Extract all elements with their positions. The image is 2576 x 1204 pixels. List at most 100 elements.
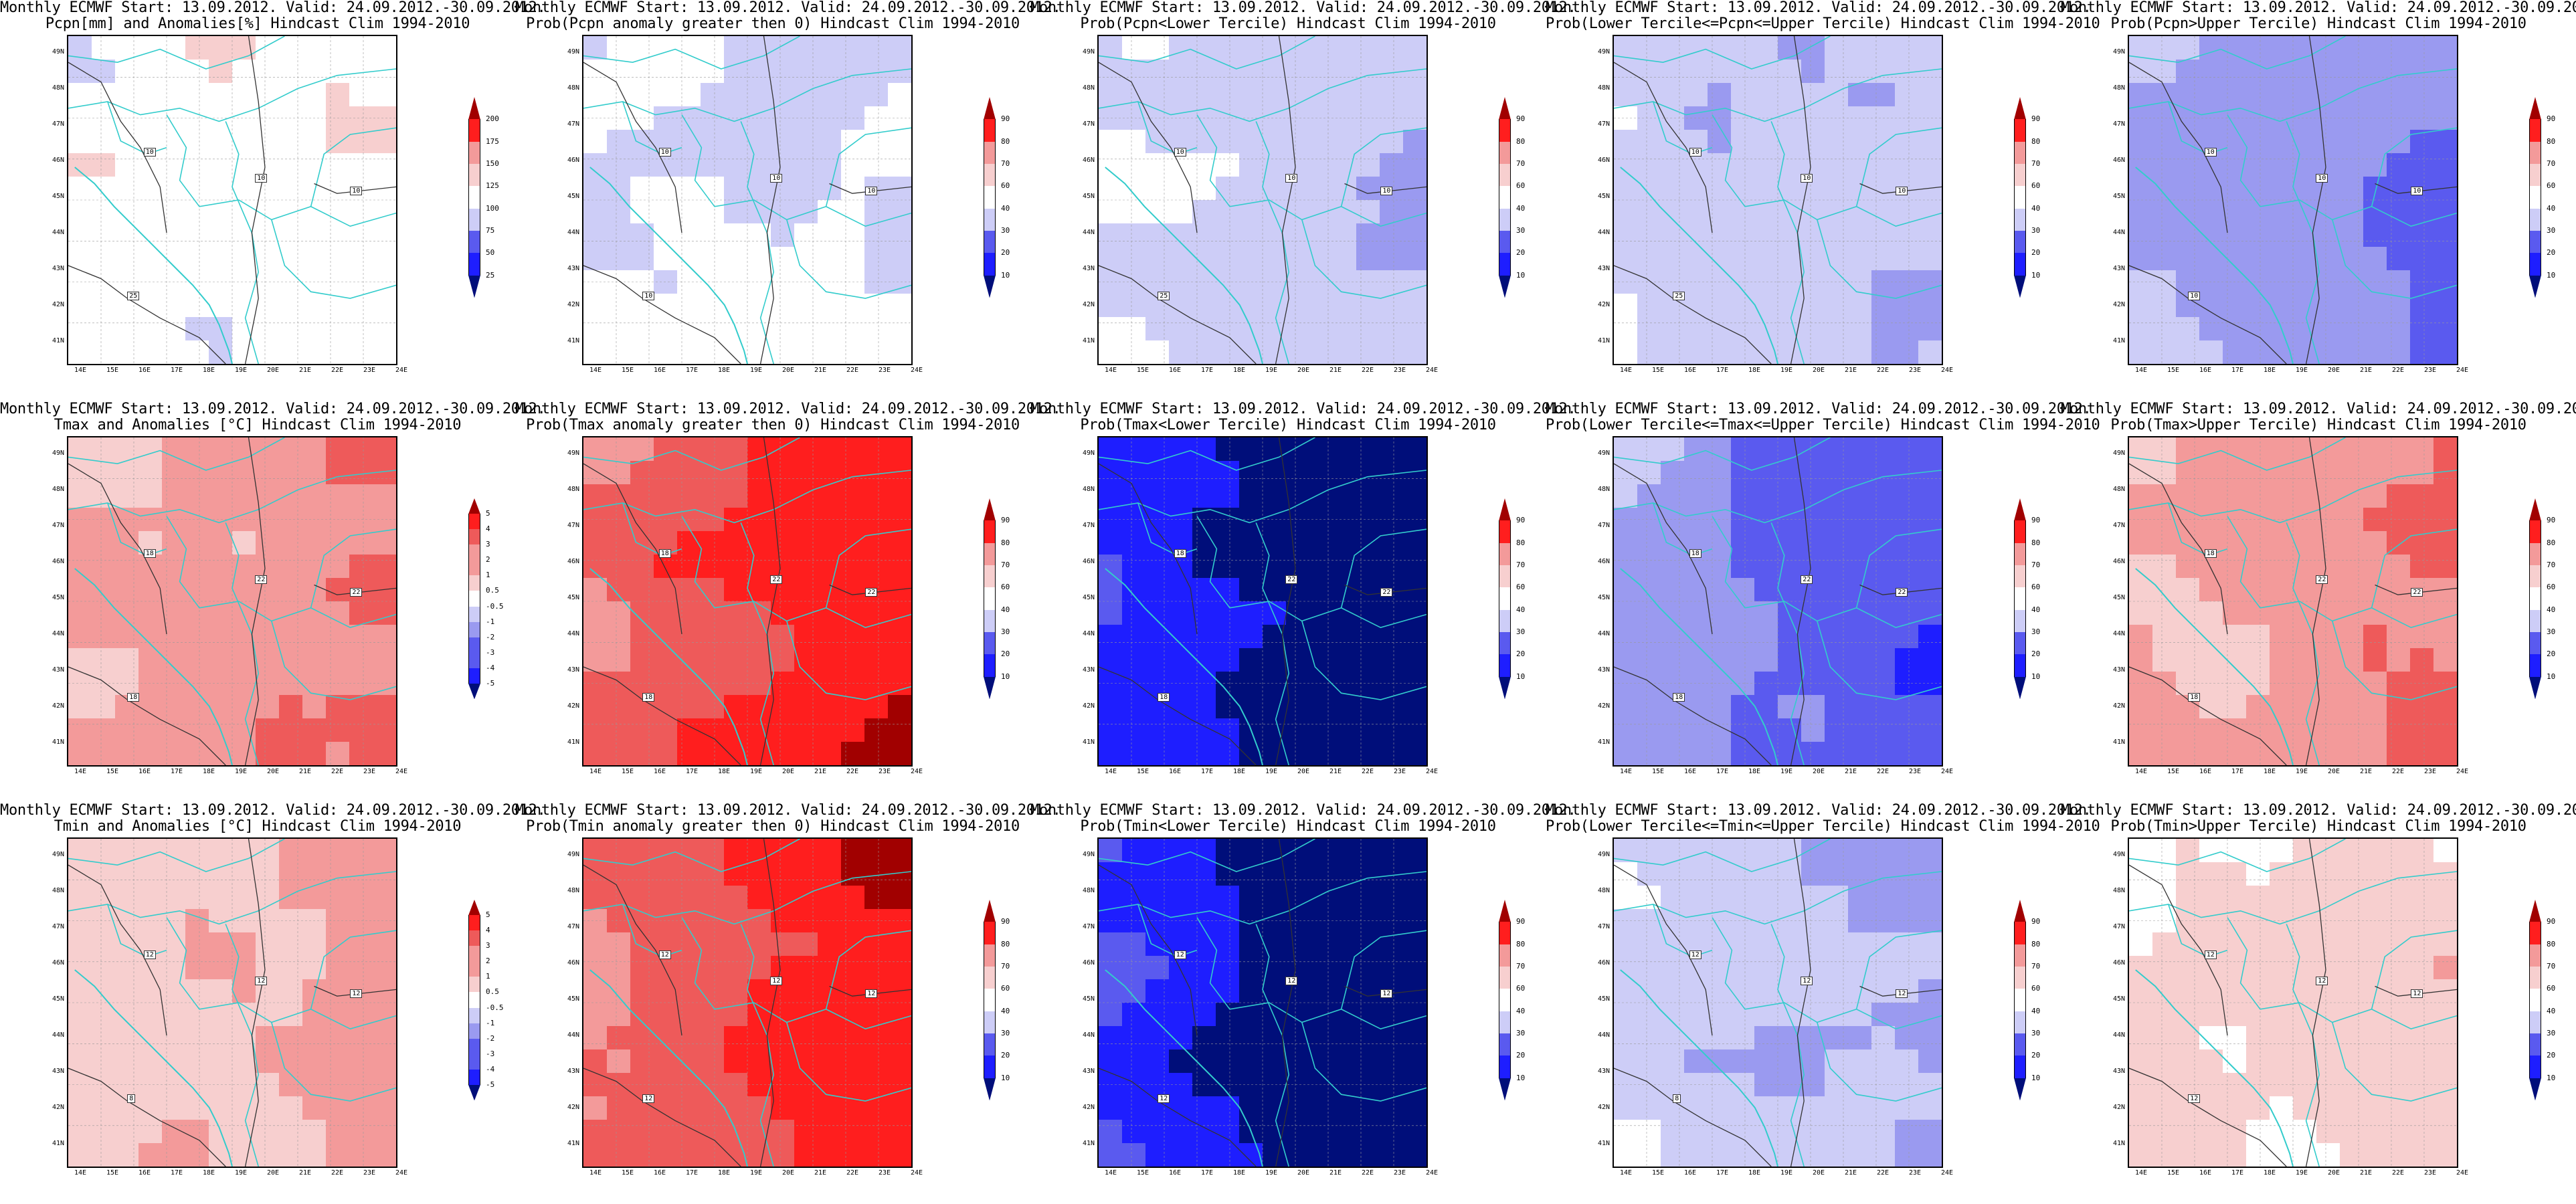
colorbar-tick-label: 75 — [486, 226, 495, 235]
colorbar-segment — [984, 231, 996, 254]
longitude-tick-label: 16E — [2199, 768, 2212, 775]
colorbar-segment — [468, 1007, 480, 1024]
longitude-tick-label: 24E — [910, 367, 923, 374]
longitude-tick-label: 19E — [234, 768, 248, 775]
colorbar-tick-label: 70 — [1001, 159, 1010, 168]
longitude-tick-label: 14E — [2134, 1169, 2148, 1177]
colorbar-segment — [2529, 1078, 2541, 1101]
latitude-tick-label: 41N — [567, 337, 579, 344]
latitude-tick-label: 42N — [1082, 301, 1095, 308]
latitude-tick-label: 47N — [567, 120, 579, 128]
panel-title-line1: Monthly ECMWF Start: 13.09.2012. Valid: … — [1030, 802, 1576, 819]
colorbar-segment — [468, 275, 480, 298]
longitude-tick-label: 19E — [1780, 367, 1793, 374]
latitude-tick-label: 43N — [1597, 265, 1610, 272]
latitude-tick-label: 41N — [52, 1140, 64, 1147]
latitude-tick-label: 43N — [2112, 1068, 2125, 1075]
longitude-tick-label: 18E — [1232, 1169, 1246, 1177]
colorbar-segment — [2014, 989, 2026, 1012]
latitude-tick-label: 41N — [1597, 1140, 1610, 1147]
colorbar-tick-label: -4 — [486, 663, 495, 672]
colorbar-tick-label: 90 — [2031, 516, 2041, 525]
colorbar-tick-label: 30 — [2031, 1029, 2041, 1037]
colorbar-tick-label: 90 — [1001, 114, 1010, 124]
colorbar-segment — [468, 164, 480, 187]
longitude-tick-label: 23E — [1393, 367, 1406, 374]
colorbar-tick-label: 70 — [1516, 561, 1526, 569]
colorbar-segment — [2014, 208, 2026, 231]
colorbar-segment — [1499, 164, 1511, 187]
colorbar-segment — [1499, 587, 1511, 611]
panel-title-line2: Prob(Lower Tercile<=Pcpn<=Upper Tercile)… — [1546, 15, 2100, 32]
latitude-tick-label: 48N — [1597, 486, 1610, 493]
latitude-tick-label: 44N — [567, 1031, 579, 1039]
map-panel-tmin-prob-middle: Monthly ECMWF Start: 13.09.2012. Valid: … — [1546, 803, 2100, 1204]
colorbar-segment — [984, 141, 996, 165]
colorbar-tick-label: -5 — [486, 1080, 495, 1089]
colorbar-segment — [2529, 520, 2541, 544]
longitude-tick-label: 19E — [749, 768, 763, 775]
longitude-tick-label: 23E — [1908, 1169, 1922, 1177]
colorbar-tick-label: 70 — [2547, 561, 2556, 569]
longitude-tick-label: 18E — [1232, 768, 1246, 775]
colorbar-segment — [2529, 922, 2541, 945]
colorbar-segment — [2014, 275, 2026, 298]
longitude-tick-label: 15E — [106, 367, 119, 374]
contour-label: 18 — [2204, 548, 2217, 558]
longitude-tick-label: 24E — [910, 1169, 923, 1177]
colorbar-tick-label: 10 — [1001, 672, 1010, 681]
latitude-tick-label: 47N — [567, 522, 579, 529]
longitude-tick-label: 16E — [2199, 1169, 2212, 1177]
colorbar-segment — [468, 961, 480, 977]
field-shading — [2129, 36, 2457, 364]
colorbar-segment — [1499, 498, 1511, 521]
longitude-tick-label: 17E — [170, 1169, 183, 1177]
colorbar-tick-label: 4 — [486, 524, 490, 534]
field-shading — [1614, 437, 1942, 765]
longitude-tick-label: 17E — [2231, 1169, 2244, 1177]
latitude-tick-label: 41N — [567, 1140, 579, 1147]
longitude-tick-label: 20E — [1812, 367, 1825, 374]
map-panel-pcpn-anomaly: Monthly ECMWF Start: 13.09.2012. Valid: … — [0, 0, 546, 401]
panel-title-line2: Tmax and Anomalies [°C] Hindcast Clim 19… — [54, 417, 462, 433]
longitude-tick-label: 20E — [781, 768, 795, 775]
colorbar-segment — [984, 164, 996, 187]
colorbar-tick-label: 10 — [2031, 672, 2041, 681]
colorbar-segment — [1499, 632, 1511, 655]
colorbar-tick-label: 10 — [1516, 270, 1526, 280]
longitude-tick-label: 15E — [1651, 768, 1665, 775]
colorbar-tick-label: 90 — [2031, 114, 2041, 124]
latitude-tick-label: 47N — [567, 923, 579, 930]
colorbar-segment — [2014, 632, 2026, 655]
colorbar: 90 80 70 60 40 30 20 10 — [2014, 498, 2040, 700]
colorbar-tick-label: 0.5 — [486, 586, 499, 595]
latitude-tick-label: 44N — [52, 229, 64, 236]
colorbar-tick-label: 80 — [2031, 136, 2041, 146]
map-area: 10 10 10 25 — [67, 35, 397, 365]
colorbar-tick-label: 30 — [1001, 226, 1010, 235]
panel-title-line2: Pcpn[mm] and Anomalies[%] Hindcast Clim … — [45, 15, 470, 32]
longitude-tick-label: 20E — [1297, 1169, 1310, 1177]
latitude-tick-label: 43N — [1082, 1068, 1095, 1075]
longitude-tick-label: 19E — [2295, 367, 2308, 374]
colorbar-tick-label: 70 — [2031, 159, 2041, 168]
latitude-tick-label: 48N — [567, 887, 579, 894]
map-area: 18 22 22 18 — [582, 436, 913, 767]
latitude-tick-label: 43N — [1597, 1068, 1610, 1075]
colorbar-tick-label: 10 — [2031, 1073, 2041, 1082]
contour-label: 10 — [865, 187, 878, 196]
contour-label: 25 — [1673, 292, 1685, 301]
longitude-tick-label: 18E — [1748, 1169, 1761, 1177]
colorbar-segment — [1499, 208, 1511, 231]
panel-title-line1: Monthly ECMWF Start: 13.09.2012. Valid: … — [0, 802, 546, 819]
colorbar-segment — [1499, 1011, 1511, 1034]
latitude-tick-label: 47N — [52, 120, 64, 128]
colorbar-segment — [2529, 498, 2541, 521]
colorbar: 90 80 70 60 40 30 20 10 — [2014, 97, 2040, 298]
colorbar-tick-label: 40 — [1516, 1006, 1526, 1015]
colorbar-tick-label: 125 — [486, 181, 499, 191]
colorbar: 90 80 70 60 40 30 20 10 — [984, 97, 1010, 298]
longitude-tick-label: 14E — [589, 367, 602, 374]
longitude-tick-label: 16E — [138, 768, 151, 775]
latitude-tick-label: 44N — [2112, 1031, 2125, 1039]
